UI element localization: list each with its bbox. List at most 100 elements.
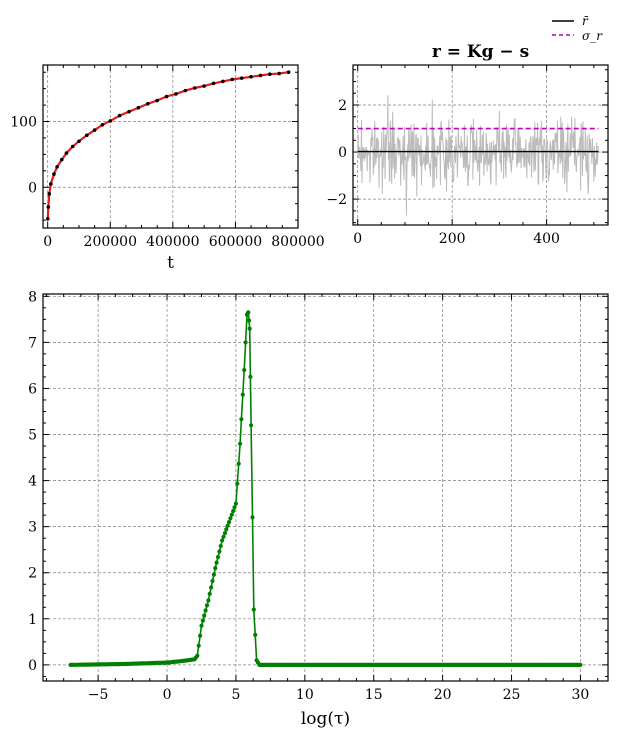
x-tick-label: 0 (353, 231, 362, 247)
data-point (100, 123, 105, 127)
y-tick-label: 0 (28, 180, 37, 196)
distribution-point (236, 461, 241, 466)
distribution-point (229, 512, 234, 517)
data-point (239, 76, 244, 80)
distribution-point (200, 618, 205, 623)
distribution-point (220, 538, 225, 543)
data-point (127, 109, 131, 114)
legend: r̄σ_r (552, 14, 603, 43)
data-point (164, 94, 169, 99)
data-point (249, 75, 253, 79)
panel-3 (42, 293, 609, 682)
data-point (77, 139, 81, 144)
x-tick-label: 0 (43, 234, 52, 250)
distribution-point (242, 367, 247, 373)
residual-line (357, 95, 599, 216)
distribution-point (207, 591, 212, 597)
distribution-point (196, 643, 201, 648)
data-point (174, 92, 178, 96)
data-point (92, 128, 97, 132)
distribution-point (246, 310, 251, 315)
y-tick-label: 6 (28, 381, 37, 397)
legend-label-sigma: σ_r (582, 29, 603, 43)
x-tick-label: 10 (296, 687, 314, 703)
distribution-point (206, 598, 211, 603)
distribution-point (246, 318, 252, 323)
y-tick-label: 8 (28, 289, 37, 305)
panel-2 (352, 64, 609, 226)
x-tick-label: 200 (439, 231, 466, 247)
data-point (155, 98, 160, 103)
distribution-point (235, 481, 240, 486)
y-tick-label: 0 (338, 145, 347, 161)
data-point (230, 77, 235, 82)
distribution-point (226, 520, 232, 525)
x-tick-label: −5 (88, 687, 109, 703)
data-point (192, 86, 197, 90)
y-tick-label: 0 (28, 658, 37, 674)
data-point (46, 205, 51, 209)
distribution-point (195, 653, 200, 658)
data-point (183, 88, 188, 93)
data-point (46, 216, 50, 221)
distribution-point (232, 505, 237, 510)
x-tick-label: 5 (231, 687, 240, 703)
panel-2-title: r = Kg − s (432, 42, 529, 62)
distribution-point (214, 560, 219, 565)
distribution-point (248, 374, 253, 379)
distribution-point (578, 662, 583, 668)
distribution-point (231, 508, 236, 514)
distribution-point (199, 623, 204, 628)
data-point (202, 84, 206, 88)
x-tick-label: 20 (434, 687, 452, 703)
x-axis-label-log-tau: log(τ) (301, 709, 350, 729)
x-tick-label: 400000 (146, 234, 199, 250)
x-tick-label: 400 (533, 231, 560, 247)
panel-2-frame (352, 64, 609, 226)
data-point (258, 73, 263, 78)
distribution-point (251, 607, 256, 612)
distribution-point (239, 417, 244, 422)
data-point (146, 101, 150, 106)
panel-1-frame (42, 64, 299, 229)
x-tick-label: 15 (365, 687, 383, 703)
distribution-point (198, 633, 203, 638)
distribution-point (213, 566, 218, 571)
x-tick-label: 25 (503, 687, 521, 703)
x-axis-label: t (167, 253, 174, 273)
data-point (108, 119, 113, 123)
distribution-point (203, 608, 208, 613)
data-point (268, 72, 272, 77)
data-point (49, 182, 53, 186)
data-point (85, 133, 89, 138)
y-tick-label: 2 (28, 566, 37, 582)
fit-line (46, 71, 289, 219)
distribution-point (249, 423, 254, 428)
y-tick-label: 100 (10, 115, 37, 131)
y-tick-label: 3 (28, 520, 37, 536)
distribution-point (218, 543, 223, 549)
distribution-point (233, 501, 238, 506)
data-point (52, 172, 56, 176)
y-tick-label: −2 (326, 192, 347, 208)
distribution-point (222, 531, 227, 536)
x-tick-label: 600000 (209, 234, 262, 250)
x-tick-label: 200000 (84, 234, 137, 250)
x-tick-label: 800000 (271, 234, 324, 250)
distribution-point (225, 523, 230, 528)
distribution-point (247, 326, 252, 331)
distribution-point (209, 585, 214, 590)
legend-label-mean: r̄ (582, 14, 589, 28)
distribution-point (238, 441, 243, 446)
distribution-point (204, 603, 210, 608)
data-point (64, 151, 69, 155)
distribution-point (210, 578, 215, 584)
distribution-point (240, 392, 245, 397)
y-tick-label: 2 (338, 98, 347, 114)
distribution-point (243, 340, 248, 345)
distribution-point (253, 632, 258, 638)
data-point (286, 70, 291, 75)
distribution-point (224, 527, 229, 532)
data-point (59, 157, 64, 162)
